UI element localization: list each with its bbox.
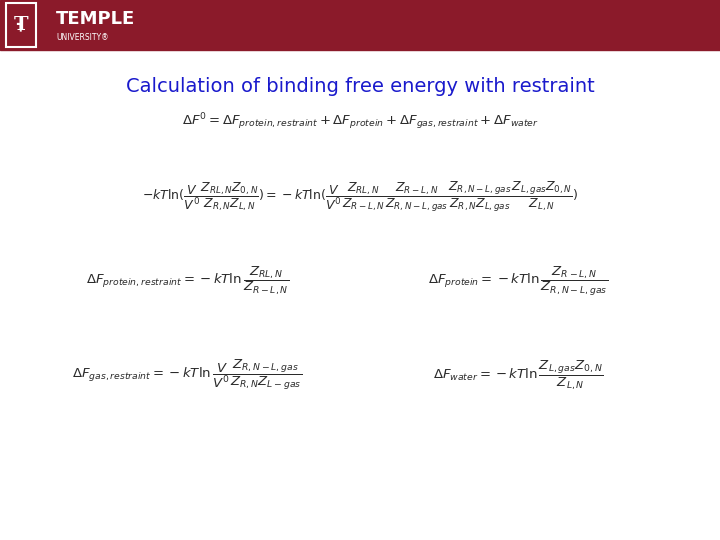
Text: $\Delta F_{protein} = -kT\ln\dfrac{Z_{R-L,N}}{Z_{R,N-L,gas}}$: $\Delta F_{protein} = -kT\ln\dfrac{Z_{R-… <box>428 265 608 297</box>
Text: ┓: ┓ <box>17 18 24 31</box>
Text: $\Delta F_{water} = -kT\ln\dfrac{Z_{L,gas}Z_{0,N}}{Z_{L,N}}$: $\Delta F_{water} = -kT\ln\dfrac{Z_{L,ga… <box>433 359 604 392</box>
Text: UNIVERSITY®: UNIVERSITY® <box>56 33 109 42</box>
Text: $\Delta F^0 = \Delta F_{protein,restraint} + \Delta F_{protein} + \Delta F_{gas,: $\Delta F^0 = \Delta F_{protein,restrain… <box>181 111 539 132</box>
Text: $-kT\ln(\dfrac{V}{V^0}\dfrac{Z_{RL,N}Z_{0,N}}{Z_{R,N}Z_{L,N}}) = -kT\ln(\dfrac{V: $-kT\ln(\dfrac{V}{V^0}\dfrac{Z_{RL,N}Z_{… <box>142 180 578 214</box>
Text: Calculation of binding free energy with restraint: Calculation of binding free energy with … <box>125 77 595 96</box>
Text: $\Delta F_{gas,restraint} = -kT\ln\dfrac{V}{V^0}\dfrac{Z_{R,N-L,gas}}{Z_{R,N}Z_{: $\Delta F_{gas,restraint} = -kT\ln\dfrac… <box>72 358 302 393</box>
Text: $\Delta F_{protein,restraint} = -kT\ln\dfrac{Z_{RL,N}}{Z_{R-L,N}}$: $\Delta F_{protein,restraint} = -kT\ln\d… <box>86 265 289 297</box>
Text: T: T <box>14 16 28 34</box>
Text: TEMPLE: TEMPLE <box>56 10 135 28</box>
Bar <box>0 0 720 50</box>
